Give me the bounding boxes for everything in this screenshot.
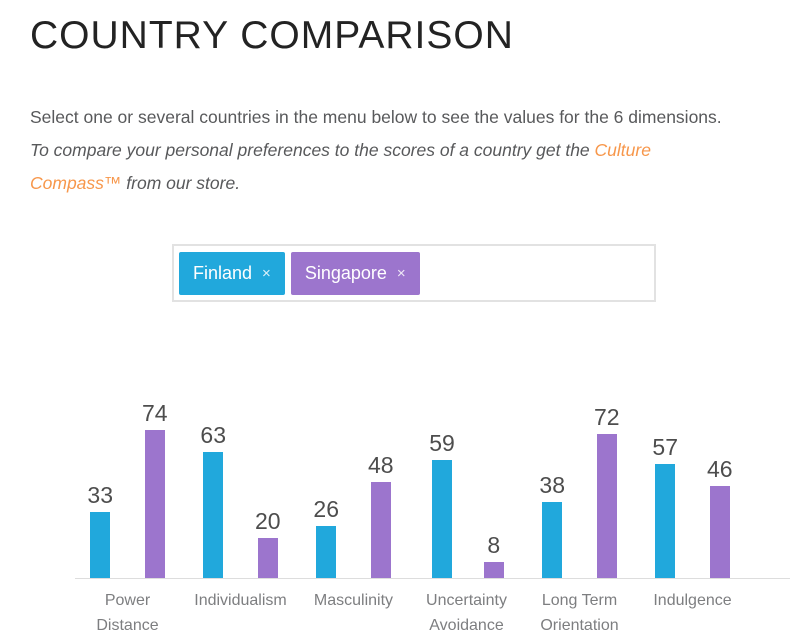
bar-group-power-distance: 33 74	[71, 395, 184, 578]
selected-country-tag-finland[interactable]: Finland ×	[179, 251, 285, 295]
bar-column: 20	[255, 510, 281, 578]
bar-group-masculinity: 26 48	[297, 395, 410, 578]
intro-line-2-text: To compare your personal preferences to …	[30, 140, 595, 160]
bar-value-label: 72	[594, 404, 620, 430]
bar-column: 26	[313, 498, 339, 578]
bar-value-label: 26	[313, 496, 339, 522]
dimensions-bar-chart: 33 74 63 20 26 48 59 8 38 72 57 46 Power Distance Ind…	[0, 380, 800, 642]
page-title: COUNTRY COMPARISON	[30, 14, 514, 57]
bar-column: 57	[652, 436, 678, 578]
bar-group-indulgence: 57 46	[636, 395, 749, 578]
category-label-power-distance: Power Distance	[96, 592, 159, 634]
intro-line-3-text: from our store.	[121, 173, 241, 193]
bar-value-label: 57	[652, 434, 678, 460]
bar-value-label: 20	[255, 508, 281, 534]
bar-column: 72	[594, 406, 620, 578]
bar-singapore-uncertainty-avoidance[interactable]	[483, 562, 504, 578]
bar-group-individualism: 63 20	[184, 395, 297, 578]
bar-group-uncertainty-avoidance: 59 8	[410, 395, 523, 578]
category-label-long-term-orientation: Long Term Orientation	[540, 592, 619, 634]
bar-singapore-individualism[interactable]	[257, 538, 278, 578]
bar-value-label: 38	[539, 472, 565, 498]
bar-finland-long-term-orientation[interactable]	[542, 502, 563, 578]
bar-column: 63	[200, 424, 226, 578]
bar-column: 33	[87, 484, 113, 578]
bar-column: 48	[368, 454, 394, 578]
bar-column: 8	[483, 532, 504, 578]
bar-finland-masculinity[interactable]	[316, 526, 337, 578]
tag-label: Finland	[193, 262, 253, 283]
bar-finland-uncertainty-avoidance[interactable]	[432, 460, 452, 578]
intro-line-1: Select one or several countries in the m…	[30, 107, 722, 127]
category-labels: Power Distance Individualism Masculinity Unc…	[71, 588, 749, 638]
bar-singapore-long-term-orientation[interactable]	[596, 434, 617, 578]
bar-singapore-power-distance[interactable]	[144, 430, 165, 578]
culture-compass-link[interactable]: Compass™	[30, 173, 122, 193]
bar-value-label: 33	[87, 482, 113, 508]
bar-finland-indulgence[interactable]	[655, 464, 676, 578]
bar-finland-individualism[interactable]	[203, 452, 224, 578]
remove-tag-icon[interactable]: ×	[396, 264, 406, 282]
culture-compass-link[interactable]: Culture	[594, 140, 651, 160]
selected-country-tag-singapore[interactable]: Singapore ×	[290, 251, 420, 295]
bar-column: 59	[429, 432, 455, 578]
intro-line-2: To compare your personal preferences to …	[30, 134, 780, 167]
x-axis-line	[75, 578, 790, 579]
category-label-uncertainty-avoidance: Uncertainty Avoidance	[426, 592, 507, 634]
bar-value-label: 46	[707, 456, 733, 482]
bar-singapore-indulgence[interactable]	[709, 486, 730, 578]
bar-column: 74	[142, 402, 168, 578]
tag-label: Singapore	[304, 262, 387, 283]
category-label-individualism: Individualism	[194, 592, 287, 609]
bar-group-long-term-orientation: 38 72	[523, 395, 636, 578]
intro-line-3: Compass™ from our store.	[30, 167, 780, 200]
category-label-indulgence: Indulgence	[653, 592, 732, 609]
intro-paragraph: Select one or several countries in the m…	[30, 101, 780, 200]
category-label-masculinity: Masculinity	[313, 592, 394, 609]
country-multiselect-input[interactable]: Finland × Singapore ×	[172, 244, 656, 302]
bar-groups: 33 74 63 20 26 48 59 8 38 72 57 46	[71, 395, 749, 578]
remove-tag-icon[interactable]: ×	[262, 264, 271, 282]
bar-column: 38	[539, 474, 565, 578]
bar-singapore-masculinity[interactable]	[370, 482, 391, 578]
bar-value-label: 74	[142, 400, 168, 426]
bar-value-label: 48	[368, 452, 394, 478]
bar-value-label: 59	[429, 430, 455, 456]
bar-column: 46	[707, 458, 733, 578]
bar-finland-power-distance[interactable]	[90, 512, 111, 578]
bar-value-label: 8	[487, 532, 501, 558]
bar-value-label: 63	[200, 422, 226, 448]
